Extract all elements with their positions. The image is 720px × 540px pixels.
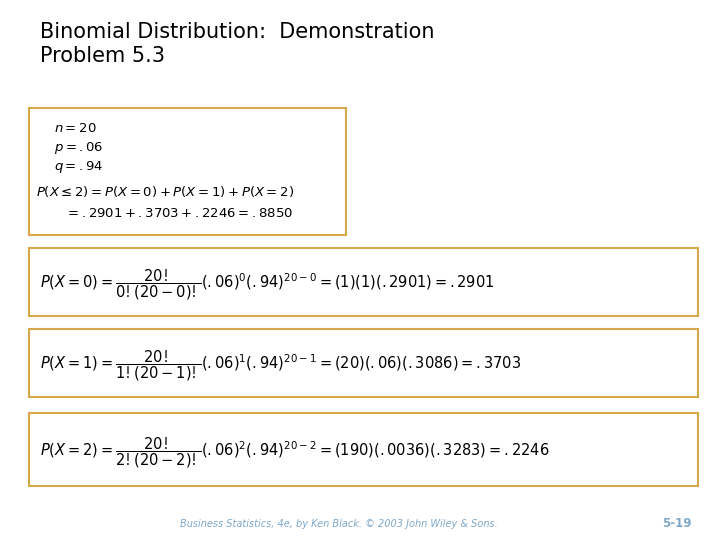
- Text: $q = .94$: $q = .94$: [54, 159, 104, 176]
- Text: $P(X=1) = \dfrac{20!}{1!(20-1)!}(.06)^{1}(.94)^{20-1} = (20)(.06)(.3086) = .3703: $P(X=1) = \dfrac{20!}{1!(20-1)!}(.06)^{1…: [40, 349, 521, 383]
- FancyBboxPatch shape: [29, 248, 698, 316]
- FancyBboxPatch shape: [29, 108, 346, 235]
- FancyBboxPatch shape: [29, 413, 698, 486]
- Text: Business Statistics, 4e, by Ken Black. © 2003 John Wiley & Sons.: Business Statistics, 4e, by Ken Black. ©…: [179, 519, 498, 529]
- Text: $= .2901 + .3703 + .2246 = .8850$: $= .2901 + .3703 + .2246 = .8850$: [65, 207, 293, 220]
- Text: Binomial Distribution:  Demonstration
Problem 5.3: Binomial Distribution: Demonstration Pro…: [40, 22, 434, 66]
- Text: $P(X \leq 2) = P(X=0) + P(X=1) + P(X=2)$: $P(X \leq 2) = P(X=0) + P(X=1) + P(X=2)$: [36, 184, 294, 199]
- Text: $p = .06$: $p = .06$: [54, 140, 104, 156]
- Text: 5-19: 5-19: [662, 517, 691, 530]
- Text: $P(X=2) = \dfrac{20!}{2!(20-2)!}(.06)^{2}(.94)^{20-2} = (190)(.0036)(.3283) = .2: $P(X=2) = \dfrac{20!}{2!(20-2)!}(.06)^{2…: [40, 435, 549, 470]
- Text: $n = 20$: $n = 20$: [54, 122, 96, 135]
- Text: $P(X=0) = \dfrac{20!}{0!(20-0)!}(.06)^{0}(.94)^{20-0} = (1)(1)(.2901) = .2901$: $P(X=0) = \dfrac{20!}{0!(20-0)!}(.06)^{0…: [40, 268, 494, 302]
- FancyBboxPatch shape: [29, 329, 698, 397]
